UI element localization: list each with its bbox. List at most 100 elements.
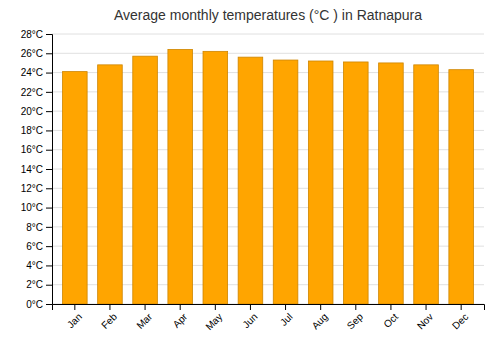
y-tick-mark xyxy=(46,53,52,54)
x-tick-mark xyxy=(285,304,286,310)
y-tick-mark xyxy=(46,150,52,151)
x-tick-label: Nov xyxy=(415,311,435,331)
x-tick-mark xyxy=(426,304,427,310)
bar xyxy=(414,65,439,304)
x-tick-mark xyxy=(390,304,391,310)
x-tick-label: Jan xyxy=(65,311,84,330)
x-tick-mark xyxy=(461,304,462,310)
y-tick-mark xyxy=(46,227,52,228)
bar xyxy=(308,61,333,304)
y-tick-mark xyxy=(46,304,52,305)
plot: 0°C 2°C 4°C 6°C 8°C 10°C 12°C 14°C 16°C 18°C 20°C 2… xyxy=(21,29,485,333)
y-tick-label: 28°C xyxy=(21,29,43,40)
x-tick: Dec xyxy=(450,304,470,331)
y-tick-mark xyxy=(46,265,52,266)
grid-line xyxy=(52,34,484,35)
x-tick-label: Apr xyxy=(171,311,190,330)
y-tick-label: 24°C xyxy=(21,67,43,78)
x-tick-label: Oct xyxy=(381,311,400,330)
y-tick: 24°C xyxy=(21,67,52,78)
x-tick: Apr xyxy=(171,304,190,330)
y-tick: 16°C xyxy=(21,144,52,155)
y-tick-label: 22°C xyxy=(21,87,43,98)
y-tick-mark xyxy=(46,169,52,170)
y-tick-label: 20°C xyxy=(21,106,43,117)
x-tick: Jul xyxy=(278,304,295,328)
y-tick-mark xyxy=(46,34,52,35)
x-tick: Sep xyxy=(345,304,366,331)
grid-line xyxy=(52,53,484,54)
x-tick: May xyxy=(203,304,224,332)
x-tick-mark xyxy=(320,304,321,310)
y-tick-mark xyxy=(46,130,52,131)
bar xyxy=(379,63,404,304)
x-tick: Mar xyxy=(134,304,154,331)
y-tick-label: 8°C xyxy=(26,222,43,233)
y-tick-mark xyxy=(46,73,52,74)
y-tick-label: 18°C xyxy=(21,125,43,136)
y-tick-label: 16°C xyxy=(21,144,43,155)
y-tick: 14°C xyxy=(21,164,52,175)
x-tick: Jun xyxy=(240,304,259,330)
y-tick: 6°C xyxy=(26,241,52,252)
y-tick-label: 4°C xyxy=(26,260,43,271)
bar xyxy=(344,62,369,304)
y-tick-label: 6°C xyxy=(26,241,43,252)
y-tick: 18°C xyxy=(21,125,52,136)
bar xyxy=(63,72,88,304)
y-axis: 0°C 2°C 4°C 6°C 8°C 10°C 12°C 14°C 16°C 18°C 20°C 2… xyxy=(21,29,53,310)
y-tick-label: 10°C xyxy=(21,202,43,213)
x-tick: Nov xyxy=(415,304,435,331)
x-tick-mark xyxy=(180,304,181,310)
x-tick-label: Jul xyxy=(278,311,295,328)
y-tick: 26°C xyxy=(21,48,52,59)
y-tick: 22°C xyxy=(21,87,52,98)
y-tick: 10°C xyxy=(21,202,52,213)
bars xyxy=(63,49,474,304)
x-tick-label: Jun xyxy=(240,311,259,330)
y-tick: 8°C xyxy=(26,222,52,233)
y-tick-mark xyxy=(46,208,52,209)
x-tick: Aug xyxy=(310,304,330,331)
x-axis: Jan Feb Mar Apr May Jun Jul Aug Sep Oct Nov Dec xyxy=(53,304,485,332)
y-tick-mark xyxy=(46,246,52,247)
x-tick-mark xyxy=(145,304,146,310)
x-tick-mark xyxy=(250,304,251,310)
chart: 0°C 2°C 4°C 6°C 8°C 10°C 12°C 14°C 16°C 18°C 20°C 2… xyxy=(0,0,500,350)
y-tick: 28°C xyxy=(21,29,52,40)
bar xyxy=(449,70,474,304)
bar xyxy=(203,51,228,304)
x-tick-mark xyxy=(355,304,356,310)
x-tick: Oct xyxy=(381,304,400,330)
y-tick: 0°C xyxy=(26,299,52,310)
x-tick-label: May xyxy=(203,311,224,332)
x-tick: Feb xyxy=(99,304,119,331)
bar xyxy=(133,56,158,304)
y-tick-mark xyxy=(46,285,52,286)
x-tick-label: Feb xyxy=(99,311,119,331)
title: Average monthly temperatures (°C ) in Ra… xyxy=(114,7,422,23)
x-axis-line xyxy=(53,305,485,311)
y-axis-line xyxy=(46,35,53,305)
y-tick: 20°C xyxy=(21,106,52,117)
x-tick-mark xyxy=(109,304,110,310)
y-tick-mark xyxy=(46,188,52,189)
x-tick-mark xyxy=(74,304,75,310)
y-tick-label: 26°C xyxy=(21,48,43,59)
y-tick-label: 0°C xyxy=(26,299,43,310)
x-tick-label: Aug xyxy=(310,311,330,331)
y-tick: 2°C xyxy=(26,279,52,290)
bar xyxy=(98,65,123,304)
x-tick: Jan xyxy=(65,304,84,330)
x-tick-label: Dec xyxy=(450,311,470,331)
y-tick-mark xyxy=(46,92,52,93)
y-tick-label: 2°C xyxy=(26,279,43,290)
x-tick-mark xyxy=(215,304,216,310)
y-tick-label: 14°C xyxy=(21,164,43,175)
bar xyxy=(168,49,193,304)
bar xyxy=(238,57,263,304)
x-tick-label: Mar xyxy=(134,311,154,331)
y-tick-mark xyxy=(46,111,52,112)
y-tick: 12°C xyxy=(21,183,52,194)
grid xyxy=(52,34,484,304)
